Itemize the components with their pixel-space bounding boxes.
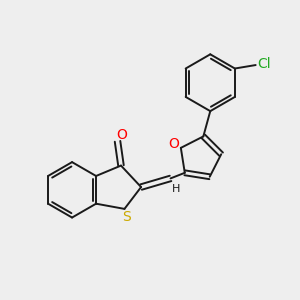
Text: H: H	[172, 184, 180, 194]
Text: S: S	[122, 209, 130, 224]
Text: O: O	[168, 137, 179, 152]
Text: O: O	[116, 128, 127, 142]
Text: Cl: Cl	[257, 57, 271, 71]
